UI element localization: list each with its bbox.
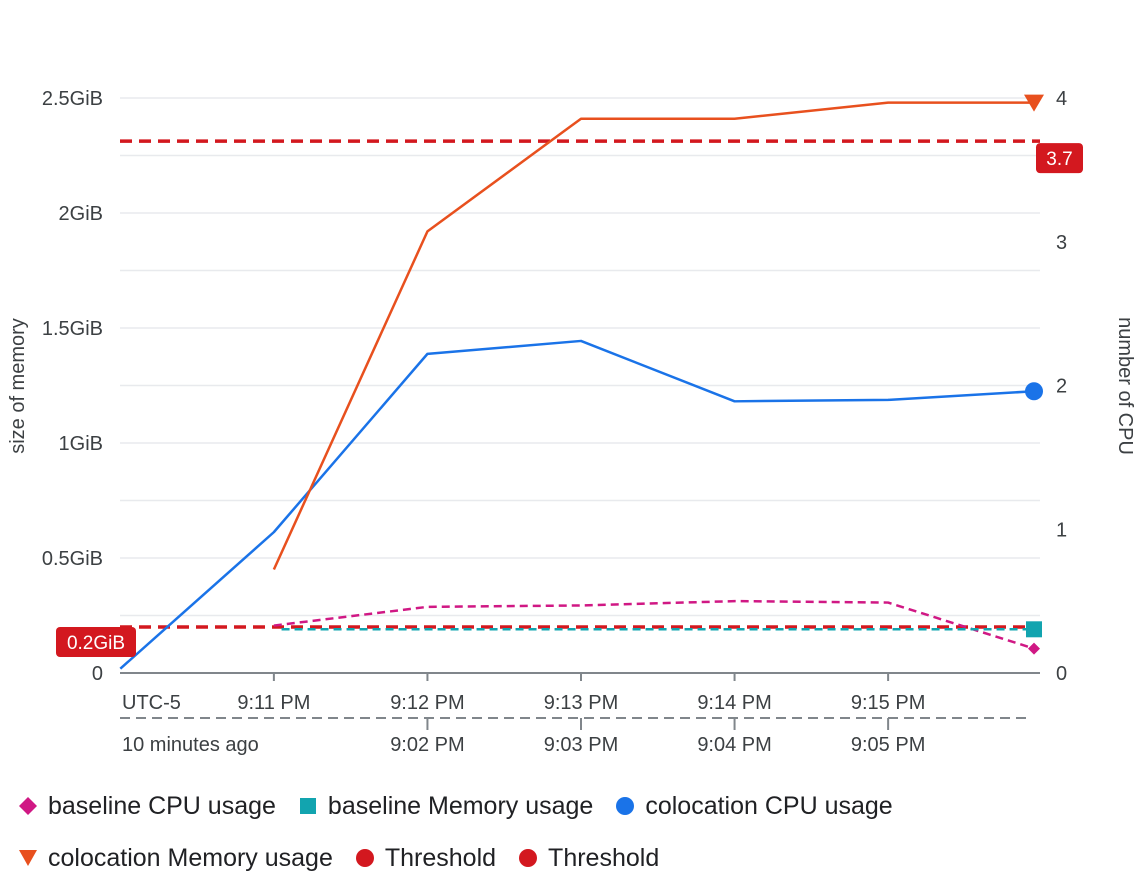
legend-label: Threshold bbox=[548, 843, 660, 872]
x-tick-label-top: 9:11 PM bbox=[237, 692, 310, 714]
left-tick-label: 2GiB bbox=[59, 203, 103, 225]
legend-item-baseline-memory[interactable]: baseline Memory usage bbox=[298, 792, 593, 821]
legend-item-threshold-memory[interactable]: Threshold bbox=[518, 844, 659, 873]
right-tick-label: 0 bbox=[1056, 663, 1067, 685]
left-tick-label: 0 bbox=[92, 663, 103, 685]
left-tick-label: 1GiB bbox=[59, 433, 103, 455]
series-line bbox=[273, 599, 1035, 650]
left-tick-label: 2.5GiB bbox=[42, 88, 103, 110]
x-tick-label-bottom: 9:04 PM bbox=[697, 734, 771, 756]
diamond-icon bbox=[19, 797, 37, 815]
x-tick-label-top: 9:14 PM bbox=[697, 692, 771, 714]
legend-item-baseline-cpu[interactable]: baseline CPU usage bbox=[18, 792, 276, 821]
left-tick-label: 1.5GiB bbox=[42, 318, 103, 340]
threshold-badge: 3.7 bbox=[1036, 143, 1083, 174]
left-axis-title: size of memory bbox=[7, 318, 29, 454]
series-line bbox=[272, 101, 1034, 571]
right-tick-label: 4 bbox=[1056, 88, 1067, 110]
x-tick-label-top: 9:12 PM bbox=[390, 692, 464, 714]
legend-item-colocation-cpu[interactable]: colocation CPU usage bbox=[615, 791, 893, 821]
x-tick-label-bottom: 9:03 PM bbox=[544, 734, 618, 756]
threshold-lines bbox=[120, 139, 1040, 629]
legend-row: colocation Memory usage Threshold Thresh… bbox=[18, 832, 1118, 884]
chart-area: 0 0.5GiB 1GiB 1.5GiB 2GiB 2.5GiB 0 1 2 3 4 UTC-5 1… bbox=[7, 88, 1136, 756]
threshold-badge-label: 0.2GiB bbox=[67, 633, 125, 654]
threshold-badge-label: 3.7 bbox=[1046, 149, 1072, 170]
legend: baseline CPU usage baseline Memory usage… bbox=[18, 780, 1118, 884]
x-axis: UTC-5 10 minutes ago 9:11 PM 9:12 PM 9:02 PM… bbox=[120, 673, 1030, 756]
series-end-marker bbox=[1024, 94, 1044, 112]
circle-icon bbox=[616, 797, 635, 815]
x-tick-label-top: 9:15 PM bbox=[851, 692, 925, 714]
x-tick-label-bottom: 9:05 PM bbox=[851, 734, 925, 756]
x-tick-label-bottom: 10 minutes ago bbox=[122, 734, 259, 756]
circle-icon bbox=[355, 849, 374, 867]
legend-label: baseline Memory usage bbox=[327, 791, 594, 820]
right-axis-title: number of CPU bbox=[1114, 317, 1136, 455]
threshold-badge-bg bbox=[1036, 143, 1083, 174]
threshold-badge: 0.2GiB bbox=[56, 627, 136, 657]
square-icon bbox=[299, 798, 316, 814]
threshold-badge-bg bbox=[56, 627, 136, 657]
right-axis-ticks: 0 1 2 3 4 bbox=[1056, 88, 1067, 685]
right-tick-label: 3 bbox=[1056, 232, 1067, 254]
x-tick-label-top: 9:13 PM bbox=[544, 692, 618, 714]
timezone-label: UTC-5 bbox=[122, 692, 181, 714]
left-tick-label: 0.5GiB bbox=[42, 548, 103, 570]
gridlines bbox=[120, 97, 1040, 674]
legend-label: Threshold bbox=[384, 843, 497, 872]
right-tick-label: 2 bbox=[1056, 376, 1067, 398]
series-end-marker bbox=[1028, 642, 1040, 655]
left-axis-ticks: 0 0.5GiB 1GiB 1.5GiB 2GiB 2.5GiB bbox=[42, 88, 103, 685]
legend-item-threshold-cpu[interactable]: Threshold bbox=[355, 844, 496, 873]
legend-label: baseline CPU usage bbox=[48, 791, 276, 820]
x-tick-label-bottom: 9:02 PM bbox=[390, 734, 464, 756]
threshold-badges: 3.7 0.2GiB bbox=[56, 143, 1083, 657]
series-end-marker bbox=[1025, 382, 1043, 401]
legend-row: baseline CPU usage baseline Memory usage… bbox=[18, 780, 1118, 832]
series-line bbox=[119, 339, 1035, 670]
series-lines[interactable] bbox=[119, 94, 1044, 670]
legend-label: colocation Memory usage bbox=[48, 843, 333, 872]
triangle-down-icon bbox=[19, 850, 37, 866]
series-end-marker bbox=[1026, 621, 1042, 638]
legend-label: colocation CPU usage bbox=[645, 791, 893, 820]
legend-item-colocation-memory[interactable]: colocation Memory usage bbox=[18, 844, 333, 873]
circle-icon bbox=[519, 849, 538, 867]
right-tick-label: 1 bbox=[1056, 519, 1067, 541]
